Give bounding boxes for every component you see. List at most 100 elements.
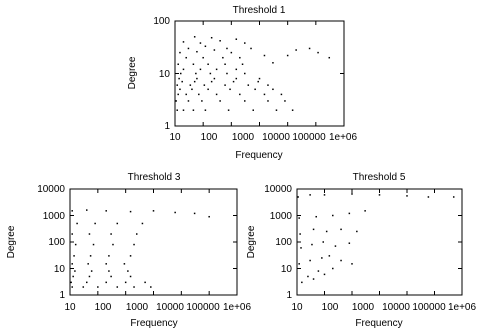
x-tick-label: 100	[201, 132, 218, 143]
data-point	[340, 228, 342, 231]
data-point	[239, 56, 241, 59]
data-point	[348, 212, 351, 215]
data-point	[235, 77, 238, 80]
data-point	[71, 233, 73, 235]
data-point	[129, 275, 132, 278]
y-tick-label: 10	[159, 69, 171, 80]
data-point	[298, 217, 300, 219]
data-point	[192, 109, 195, 111]
y-tick-label: 100	[275, 237, 292, 248]
data-point	[70, 281, 72, 284]
data-point	[222, 56, 224, 59]
x-tick-label: 100000	[186, 302, 220, 313]
data-point	[185, 93, 187, 96]
data-point	[267, 100, 269, 102]
data-point	[179, 88, 181, 91]
data-point	[235, 68, 238, 71]
data-point	[202, 56, 204, 59]
data-point	[356, 230, 358, 233]
data-point	[127, 270, 129, 272]
data-point	[334, 245, 337, 247]
data-point	[213, 77, 216, 80]
data-point	[71, 210, 73, 212]
data-point	[247, 84, 250, 86]
data-point	[286, 54, 289, 57]
data-point	[116, 286, 119, 288]
data-point	[129, 255, 132, 257]
data-point	[204, 109, 207, 111]
data-point	[185, 56, 187, 59]
x-axis-label: Frequency	[235, 150, 282, 161]
data-point	[215, 93, 218, 96]
data-point	[94, 222, 96, 225]
data-point	[328, 56, 331, 59]
data-point	[72, 275, 74, 278]
chart-title: Threshold 3	[128, 172, 181, 183]
data-point	[177, 93, 179, 96]
data-point	[176, 84, 178, 86]
data-point	[263, 93, 266, 96]
data-point	[226, 72, 228, 75]
data-point	[192, 63, 195, 66]
data-point	[297, 196, 299, 198]
data-point	[232, 80, 235, 83]
data-point	[340, 259, 342, 262]
data-point	[213, 49, 216, 51]
data-point	[129, 210, 132, 213]
data-point	[263, 54, 266, 57]
data-point	[427, 196, 430, 198]
data-point	[244, 42, 246, 44]
data-point	[312, 228, 315, 231]
y-tick-label: 1000	[43, 211, 66, 222]
data-point	[182, 41, 185, 43]
data-point	[199, 68, 202, 71]
data-point	[201, 100, 203, 102]
data-point	[174, 211, 176, 214]
data-point	[74, 270, 76, 272]
data-point	[322, 241, 324, 243]
data-point	[272, 88, 274, 91]
data-point	[299, 233, 301, 235]
data-point	[230, 51, 233, 54]
data-point	[224, 84, 226, 86]
x-tick-label: 1000	[126, 302, 149, 313]
data-point	[74, 243, 77, 246]
data-point	[312, 278, 315, 280]
chart-threshold-3: Threshold 3 Frequency Degree 1 10 100 10…	[6, 172, 251, 329]
data-point	[315, 215, 317, 218]
data-point	[298, 263, 300, 265]
data-point	[308, 47, 311, 50]
data-point	[219, 40, 221, 42]
data-point	[110, 233, 112, 235]
data-point	[321, 257, 323, 259]
x-tick-label: 10000	[156, 302, 184, 313]
data-point	[250, 47, 252, 50]
data-point	[76, 222, 78, 225]
data-point	[187, 100, 190, 102]
data-point	[275, 109, 278, 111]
y-tick-label: 1	[59, 290, 65, 301]
data-point	[178, 77, 180, 80]
x-tick-label: 100	[95, 302, 112, 313]
chart-threshold-1: Threshold 1 Frequency Degree 1 10 100 10…	[127, 5, 357, 161]
data-point	[215, 68, 218, 71]
y-tick-label: 10000	[264, 184, 292, 195]
data-point	[348, 242, 351, 244]
data-point	[179, 51, 181, 54]
data-point	[88, 275, 91, 278]
data-point	[332, 214, 334, 217]
data-point	[311, 243, 313, 246]
data-point	[328, 255, 331, 257]
data-point	[89, 255, 92, 257]
plot-frame	[296, 188, 463, 296]
data-point	[272, 62, 274, 64]
y-axis-label: Degree	[127, 56, 138, 89]
data-point	[307, 275, 309, 278]
data-point	[88, 233, 91, 235]
data-point	[189, 84, 192, 86]
data-point	[244, 72, 246, 75]
data-point	[209, 72, 212, 75]
data-point	[254, 88, 256, 91]
x-tick-label: 10	[291, 302, 303, 313]
